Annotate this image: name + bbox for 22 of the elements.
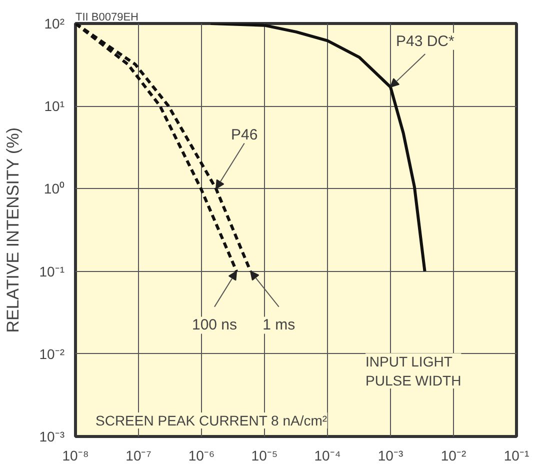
x-tick-label: 10⁻⁸ — [62, 448, 89, 464]
x-tick-label: 10⁻⁵ — [251, 448, 278, 464]
y-tick-label: 10⁻¹ — [39, 263, 65, 280]
y-axis-title: RELATIVE INTENSITY (%) — [3, 128, 22, 333]
x-tick-label: 10⁻¹ — [504, 448, 530, 464]
y-tick-label: 10⁻² — [39, 346, 65, 362]
annotation: SCREEN PEAK CURRENT 8 nA/cm² — [96, 412, 328, 428]
text: 100 ns — [192, 316, 238, 334]
y-tick-label: 10² — [44, 16, 65, 32]
annotation: INPUT LIGHT PULSE WIDTH — [366, 353, 462, 388]
text: TII B0079EH — [76, 12, 139, 24]
y-tick-label: 10⁰ — [44, 180, 65, 197]
text: 1 ms — [262, 316, 296, 334]
y-tick-label: 10¹ — [44, 98, 65, 114]
text: P43 DC* — [396, 32, 454, 50]
x-tick-label: 10⁻⁶ — [188, 448, 215, 464]
annotation: P46 — [231, 126, 258, 144]
x-tick-label: 10⁻² — [440, 448, 466, 464]
y-tick-label: 10⁻³ — [39, 428, 65, 444]
x-tick-label: 10⁻³ — [378, 448, 404, 464]
x-tick-label: 10⁻⁷ — [126, 448, 152, 464]
x-tick-label: 10⁻⁴ — [314, 448, 341, 464]
